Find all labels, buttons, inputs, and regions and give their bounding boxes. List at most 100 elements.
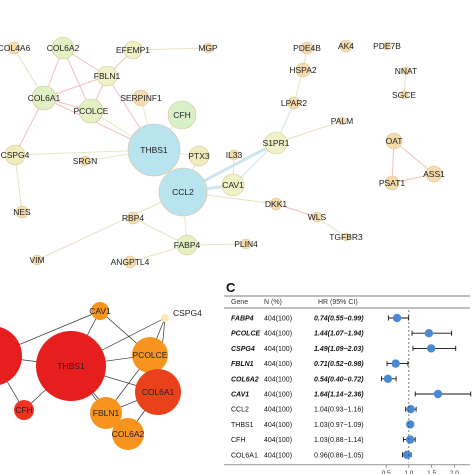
- bottom-node-circle-cspg4: [161, 314, 169, 322]
- node-vim: VIM: [29, 254, 45, 266]
- node-label-efemp1: EFEMP1: [116, 45, 150, 55]
- bottom-node-label-cav1: CAV1: [89, 306, 111, 316]
- node-label-cspg4: CSPG4: [1, 150, 30, 160]
- node-circle-col6a2: [51, 36, 75, 60]
- edge-palm-s1pr1: [275, 120, 343, 144]
- node-circle-plin4: [240, 238, 252, 250]
- node-circle-col6a1: [31, 85, 57, 111]
- bottom-node-label-cfh: CFH: [15, 405, 32, 415]
- node-sgce: SGCE: [392, 90, 416, 100]
- bottom-node-cav1: CAV1: [89, 302, 111, 320]
- node-label-plin4: PLIN4: [234, 239, 258, 249]
- node-label-mgp: MGP: [198, 43, 218, 53]
- bottom-node-thbs1: THBS1: [36, 331, 106, 401]
- node-label-hspa2: HSPA2: [289, 65, 317, 75]
- node-circle-cfh: [167, 100, 197, 130]
- panel-c-letter: C: [226, 280, 236, 295]
- row-n: 404(100): [264, 452, 292, 459]
- row-gene: COL6A1: [231, 452, 258, 459]
- row-hr: 0.71(0.52−0.98): [314, 361, 364, 368]
- row-hr: 0.54(0.40−0.72): [314, 376, 364, 383]
- node-circle-cav1: [221, 173, 245, 197]
- row-n: 404(100): [264, 422, 292, 429]
- node-circle-oat: [385, 132, 403, 150]
- row-gene: FBLN1: [231, 361, 254, 368]
- bottom-node-label-cspg4: CSPG4: [173, 308, 202, 318]
- node-label-nes: NES: [13, 207, 31, 217]
- node-circle-fbln1: [96, 65, 118, 87]
- network-top-nodes: COL4A6 COL6A2 EFEMP1 MGP FBLN1 COL6A1 SERPINF1…: [0, 36, 445, 269]
- bottom-node-cspg4: CSPG4: [161, 308, 202, 322]
- node-fbln1: FBLN1: [94, 65, 120, 87]
- node-cav1: CAV1: [221, 173, 245, 197]
- node-circle-ptx3: [188, 145, 210, 167]
- node-psat1: PSAT1: [379, 175, 405, 191]
- bottom-node-circle-cl2: [0, 327, 22, 385]
- row-gene: COL6A2: [231, 376, 259, 383]
- node-circle-ak4: [339, 39, 353, 53]
- node-label-il33: IL33: [226, 150, 243, 160]
- node-label-col6a1: COL6A1: [28, 93, 61, 103]
- row-hr: 1.04(0.93−1.16): [314, 407, 364, 414]
- node-label-thbs1: THBS1: [140, 145, 168, 155]
- node-circle-wls: [311, 211, 323, 223]
- node-label-ccl2: CCL2: [172, 187, 194, 197]
- node-palm: PALM: [331, 116, 354, 126]
- bottom-node-circle-thbs1: [36, 331, 106, 401]
- header-gene: Gene: [231, 299, 248, 306]
- node-circle-tgfbr3: [341, 232, 351, 242]
- node-angptl4: ANGPTL4: [111, 255, 150, 269]
- forest-row: PCOLCE 404(100) 1.44(1.07−1.94): [231, 331, 364, 338]
- node-tgfbr3: TGFBR3: [329, 232, 363, 242]
- node-pde4b: PDE4B: [293, 41, 321, 55]
- node-label-tgfbr3: TGFBR3: [329, 232, 363, 242]
- node-circle-nnat: [401, 66, 411, 76]
- node-circle-serpinf1: [132, 89, 150, 107]
- node-serpinf1: SERPINF1: [120, 89, 162, 107]
- node-circle-psat1: [384, 175, 400, 191]
- node-circle-pde4b: [300, 41, 314, 55]
- edge-mgp-efemp1: [132, 47, 209, 51]
- bottom-edge-cl2-cfh: [0, 368, 25, 411]
- node-wls: WLS: [308, 211, 327, 223]
- edge-vim-ccl2: [36, 191, 184, 261]
- node-circle-lpar2: [287, 96, 301, 110]
- bottom-node-label-pcolce: PCOLCE: [133, 350, 168, 360]
- node-ccl2: CCL2: [158, 167, 208, 217]
- node-rbp4: RBP4: [122, 211, 144, 225]
- forest-row: CSPG4 404(100) 1.49(1.09−2.03): [231, 346, 364, 353]
- node-ptx3: PTX3: [188, 145, 210, 167]
- row-n: 404(100): [264, 346, 292, 353]
- forest-row: COL6A2 404(100) 0.54(0.40−0.72): [231, 376, 364, 383]
- row-gene: CCL2: [231, 407, 249, 414]
- node-circle-ass1: [425, 165, 443, 183]
- forest-row: FBLN1 404(100) 0.71(0.52−0.98): [231, 361, 364, 368]
- node-label-cfh: CFH: [173, 110, 190, 120]
- row-hr: 0.96(0.86−1.05): [314, 452, 364, 459]
- node-label-rbp4: RBP4: [122, 213, 144, 223]
- row-hr: 1.44(1.07−1.94): [314, 331, 364, 338]
- node-label-dkk1: DKK1: [265, 199, 287, 209]
- node-dkk1: DKK1: [265, 197, 287, 211]
- node-lpar2: LPAR2: [281, 96, 308, 110]
- node-nnat: NNAT: [395, 66, 418, 76]
- row-n: 404(100): [264, 376, 292, 383]
- node-pde7b: PDE7B: [373, 41, 401, 51]
- node-circle-thbs1: [127, 123, 181, 177]
- node-label-col6a2: COL6A2: [47, 43, 80, 53]
- network-bottom-nodes: CAV1 CSPG4 CL2 THBS1 PCOLCE COL6A1 CFH FBLN1 COL…: [0, 302, 202, 450]
- node-label-angptl4: ANGPTL4: [111, 257, 150, 267]
- node-circle-palm: [337, 116, 347, 126]
- hr-point-pcolce: [424, 329, 434, 338]
- forest-row: FABP4 404(100) 0.74(0.55−0.99): [231, 316, 364, 323]
- x-tick-label: 1.0: [404, 470, 413, 474]
- network-top-edges: [13, 47, 435, 263]
- row-gene: CAV1: [231, 392, 249, 399]
- node-efemp1: EFEMP1: [116, 40, 150, 60]
- node-label-palm: PALM: [331, 116, 354, 126]
- edge-dkk1-wls: [275, 203, 318, 218]
- node-label-lpar2: LPAR2: [281, 98, 308, 108]
- node-plin4: PLIN4: [234, 238, 258, 250]
- row-n: 404(100): [264, 316, 292, 323]
